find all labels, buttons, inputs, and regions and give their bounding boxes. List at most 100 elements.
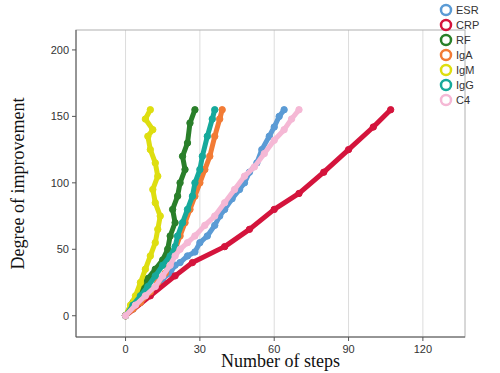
point — [261, 150, 267, 156]
point — [137, 279, 143, 285]
legend-label: CRP — [456, 19, 479, 31]
point — [251, 164, 257, 170]
point — [221, 200, 227, 206]
point — [184, 206, 190, 212]
x-tick — [199, 337, 200, 341]
y-tick — [72, 315, 76, 316]
x-tick — [274, 337, 275, 341]
x-tick — [422, 337, 423, 341]
point — [189, 193, 195, 199]
point — [152, 239, 158, 245]
x-tick — [125, 337, 126, 341]
point — [169, 206, 175, 212]
point — [199, 153, 205, 159]
y-axis-line — [76, 30, 77, 337]
point — [271, 137, 277, 143]
point — [187, 120, 193, 126]
series-line — [126, 110, 391, 316]
point — [172, 253, 178, 259]
point — [145, 133, 151, 139]
point — [197, 166, 203, 172]
legend-label: ESR — [456, 4, 479, 16]
x-tick — [348, 337, 349, 341]
legend-label: IgM — [456, 64, 474, 76]
grid-line — [422, 30, 423, 337]
point — [370, 124, 376, 130]
point — [231, 186, 237, 192]
point — [246, 226, 252, 232]
y-tick — [72, 116, 76, 117]
point — [122, 313, 128, 319]
point — [142, 293, 148, 299]
point — [184, 140, 190, 146]
grid-line — [274, 30, 275, 337]
point — [241, 173, 247, 179]
point — [177, 180, 183, 186]
point — [212, 107, 218, 113]
point — [122, 313, 128, 319]
point — [207, 153, 213, 159]
point — [152, 200, 158, 206]
point — [147, 107, 153, 113]
point — [177, 246, 183, 252]
legend-marker — [441, 5, 451, 15]
point — [212, 213, 218, 219]
point — [296, 190, 302, 196]
legend-marker — [441, 65, 451, 75]
point — [192, 107, 198, 113]
point — [157, 213, 163, 219]
point — [132, 302, 138, 308]
point — [155, 226, 161, 232]
legend-label: IgA — [456, 49, 473, 61]
point — [179, 153, 185, 159]
y-tick — [72, 249, 76, 250]
point — [142, 266, 148, 272]
point — [288, 116, 294, 122]
point — [177, 259, 183, 265]
point — [189, 259, 195, 265]
series-line — [126, 110, 215, 316]
point — [209, 116, 215, 122]
legend: ESRCRPRFIgAIgMIgGC4 — [441, 4, 479, 106]
point — [167, 233, 173, 239]
point — [387, 107, 393, 113]
point — [172, 273, 178, 279]
legend-marker — [441, 35, 451, 45]
point — [202, 222, 208, 228]
point — [182, 166, 188, 172]
point — [219, 107, 225, 113]
grid-line — [125, 30, 126, 337]
grid-line — [348, 30, 349, 337]
series-line — [126, 110, 299, 316]
y-tick — [72, 49, 76, 50]
point — [184, 239, 190, 245]
point — [122, 313, 128, 319]
legend-marker — [441, 80, 451, 90]
point — [142, 116, 148, 122]
point — [192, 233, 198, 239]
point — [172, 220, 178, 226]
point — [174, 233, 180, 239]
point — [221, 243, 227, 249]
point — [142, 293, 148, 299]
point — [122, 313, 128, 319]
legend-label: IgG — [456, 79, 474, 91]
series-line — [126, 110, 285, 316]
point — [152, 160, 158, 166]
point — [271, 206, 277, 212]
x-axis-label: Number of steps — [221, 351, 340, 371]
point — [184, 253, 190, 259]
point — [212, 222, 218, 228]
point — [345, 146, 351, 152]
legend-label: RF — [456, 34, 471, 46]
y-tick-label: 150 — [51, 110, 69, 122]
point — [197, 239, 203, 245]
point — [217, 116, 223, 122]
point — [174, 193, 180, 199]
chart: 0306090120050100150200Number of stepsDeg… — [0, 0, 500, 373]
legend-marker — [441, 50, 451, 60]
point — [204, 133, 210, 139]
point — [281, 107, 287, 113]
y-axis-label: Degree of improvement — [8, 98, 28, 270]
point — [152, 273, 158, 279]
